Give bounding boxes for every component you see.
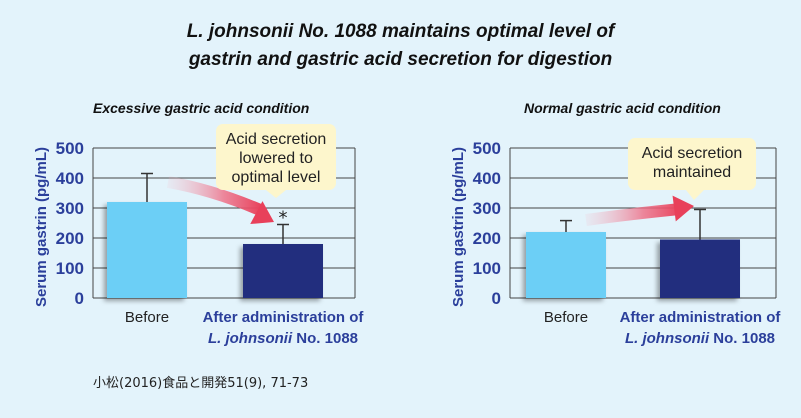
y-tick-label-500: 500	[473, 139, 501, 158]
source-citation: 小松(2016)食品と開発51(9), 71-73	[93, 376, 309, 391]
y-axis-label: Serum gastrin (pg/mL)	[33, 147, 50, 307]
trend-arrow-shaft	[585, 202, 683, 226]
callout-line-2: maintained	[653, 164, 731, 181]
chart-title: L. johnsonii No. 1088 maintains optimal …	[0, 18, 801, 74]
chart-panel-2: 0 100 200 300 400 500 Serum gastrin (pg/mL) Bef…	[450, 138, 781, 347]
bar-after	[243, 244, 323, 298]
y-tick-label-300: 300	[473, 199, 501, 218]
y-tick-label-200: 200	[473, 229, 501, 248]
significance-marker: *	[279, 208, 288, 229]
callout-tail	[266, 190, 286, 198]
x-label-after-line-1: After administration of	[203, 309, 365, 326]
bar-before	[107, 202, 187, 298]
callout-box	[216, 124, 336, 190]
callout-line-2: lowered to	[239, 150, 313, 167]
callout-box	[628, 138, 756, 190]
y-tick-label-500: 500	[56, 139, 84, 158]
x-label-after-line-2: L. johnsonii No. 1088	[625, 330, 775, 347]
callout-line-1: Acid secretion	[642, 145, 743, 162]
x-label-after-line-1: After administration of	[620, 309, 782, 326]
callout: Acid secretion maintained	[628, 138, 756, 200]
title-line-2: gastrin and gastric acid secretion for d…	[188, 49, 613, 70]
x-label-before: Before	[544, 309, 588, 326]
y-axis-label: Serum gastrin (pg/mL)	[450, 147, 467, 307]
y-tick-label-0: 0	[492, 289, 501, 308]
y-tick-label-100: 100	[56, 259, 84, 278]
x-label-after-line-2: L. johnsonii No. 1088	[208, 330, 358, 347]
callout-line-1: Acid secretion	[226, 131, 327, 148]
y-tick-label-200: 200	[56, 229, 84, 248]
bar-after	[660, 239, 740, 298]
callout-tail	[686, 190, 704, 200]
y-tick-label-400: 400	[473, 169, 501, 188]
chart-panel-1: 0 100 200 300 400 500 Serum gastrin (pg/mL) * Be…	[33, 124, 364, 347]
x-label-before: Before	[125, 309, 169, 326]
bar-before	[526, 232, 606, 298]
trend-arrow-head	[250, 201, 274, 225]
callout-line-3: optimal level	[232, 169, 321, 186]
y-tick-label-100: 100	[473, 259, 501, 278]
trend-arrow-shaft	[166, 176, 265, 217]
y-tick-label-300: 300	[56, 199, 84, 218]
panel-1-title: Excessive gastric acid condition	[93, 100, 310, 116]
title-line-1: L. johnsonii No. 1088 maintains optimal …	[186, 21, 615, 42]
panel-2-title: Normal gastric acid condition	[524, 100, 721, 116]
y-tick-label-0: 0	[75, 289, 84, 308]
trend-arrow-head	[672, 195, 694, 222]
callout: Acid secretion lowered to optimal level	[216, 124, 336, 198]
y-tick-label-400: 400	[56, 169, 84, 188]
